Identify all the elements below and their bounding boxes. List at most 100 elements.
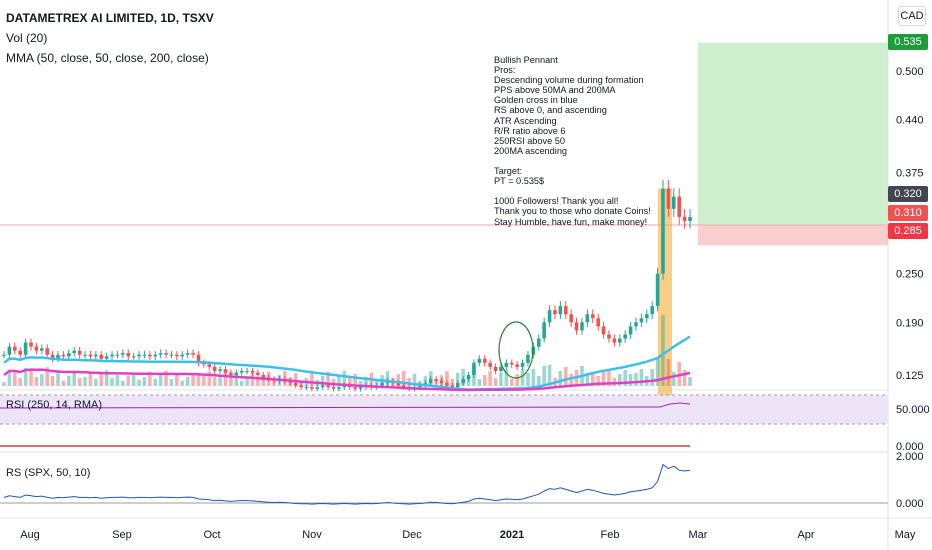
volume-bar [682, 370, 687, 386]
candle-body [72, 350, 77, 354]
volume-bar [61, 380, 66, 386]
candle-body [504, 362, 509, 367]
volume-bar [207, 371, 212, 386]
currency-button[interactable]: CAD [898, 6, 926, 26]
time-tick-label: Feb [601, 529, 620, 541]
candle-body [455, 383, 460, 388]
candle-body [191, 353, 195, 355]
candle-body [261, 375, 266, 378]
price-tick-label: 0.500 [896, 66, 924, 78]
volume-bar [428, 371, 433, 386]
candle-body [439, 380, 444, 384]
candle-body [445, 383, 449, 386]
candle-body [218, 369, 222, 371]
volume-bar [509, 378, 514, 386]
volume-bar [569, 374, 573, 386]
volume-bar [185, 376, 190, 386]
volume-bar [320, 375, 325, 386]
indicator-tick-label: 0.000 [896, 498, 924, 510]
rsi-legend[interactable]: RSI (250, 14, RMA) [6, 399, 102, 411]
volume-bar [499, 374, 503, 386]
candle-body [661, 188, 665, 274]
candle-body [40, 348, 44, 351]
volume-bar [661, 315, 665, 386]
volume-bar [558, 371, 563, 386]
volume-bar [83, 377, 87, 386]
candle-body [315, 387, 320, 389]
volume-bar [520, 369, 525, 386]
candle-body [493, 366, 498, 371]
candle-body [569, 314, 573, 323]
trade-idea-annotation: Bullish Pennant Pros: Descending volume … [494, 55, 651, 227]
price-tick-label: 0.375 [896, 167, 924, 179]
volume-bar [536, 376, 541, 386]
rs-line [3, 463, 691, 505]
ma-legend[interactable]: MMA (50, close, 50, close, 200, close) [6, 51, 209, 65]
time-tick-label: Oct [203, 529, 220, 541]
volume-bar [88, 371, 93, 386]
candle-body [196, 354, 201, 363]
candle-body [428, 379, 433, 384]
rs-legend[interactable]: RS (SPX, 50, 10) [6, 467, 91, 479]
volume-bar [99, 373, 104, 386]
volume-bar [358, 380, 363, 386]
volume-bar [547, 365, 552, 386]
candle-body [488, 362, 492, 367]
volume-bar [310, 372, 314, 386]
time-tick-label: Aug [20, 529, 40, 541]
candle-body [590, 314, 595, 319]
volume-bar [607, 371, 611, 386]
volume-bar [2, 382, 6, 386]
candle-body [482, 358, 487, 363]
candle-body [2, 354, 6, 356]
candle-body [639, 318, 644, 323]
volume-bar [121, 380, 125, 386]
price-tick-label: 0.125 [896, 370, 924, 382]
volume-bar [412, 373, 417, 386]
candle-body [617, 338, 622, 343]
candle-body [596, 318, 600, 327]
volume-bar [29, 370, 33, 386]
candle-body [601, 326, 606, 335]
volume-bar [542, 366, 546, 386]
volume-bar [488, 371, 492, 386]
candle-body [520, 362, 525, 367]
volume-bar [401, 370, 406, 386]
candle-body [671, 196, 676, 209]
candle-body [553, 310, 557, 315]
volume-bar [158, 374, 163, 386]
volume-bar [617, 374, 622, 386]
candle-body [688, 216, 692, 221]
volume-bar [272, 378, 276, 386]
volume-bar [212, 377, 217, 386]
candle-body [401, 385, 406, 388]
volume-bar [623, 370, 627, 386]
candle-body [304, 387, 309, 389]
candle-body [288, 380, 293, 384]
entry-price-tag: 0.310 [888, 205, 928, 221]
volume-bar [261, 375, 266, 386]
candle-body [34, 346, 39, 351]
candle-body [547, 310, 552, 323]
volume-bar [169, 379, 174, 386]
candle-body [310, 387, 314, 389]
candle-body [99, 354, 104, 359]
candle-body [148, 354, 152, 357]
candle-body [207, 364, 212, 367]
candle-body [110, 354, 114, 357]
candle-body [558, 306, 563, 315]
candle-body [175, 354, 179, 357]
candle-body [18, 350, 23, 355]
volume-bar [293, 373, 298, 386]
volume-legend[interactable]: Vol (20) [6, 31, 48, 45]
golden-cross-marker [498, 321, 534, 379]
candle-body [245, 370, 249, 372]
candle-body [234, 372, 239, 375]
candle-body [515, 364, 519, 367]
candle-body [666, 188, 671, 209]
candle-body [677, 196, 681, 217]
candle-body [131, 356, 136, 358]
volume-bar [256, 379, 260, 386]
volume-bar [688, 377, 692, 386]
